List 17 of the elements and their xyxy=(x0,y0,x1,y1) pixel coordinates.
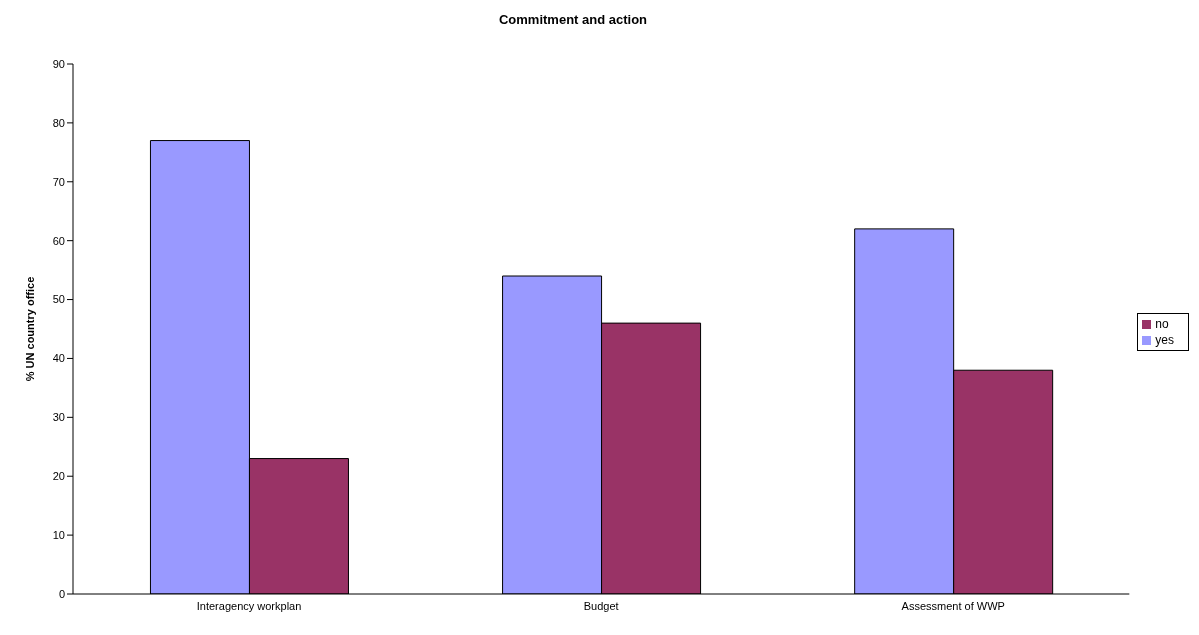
y-tick-label: 30 xyxy=(52,411,65,424)
x-tick-label: Interagency workplan xyxy=(196,599,302,612)
legend-label: yes xyxy=(1155,332,1174,347)
legend-label: no xyxy=(1155,316,1169,331)
y-tick-label: 10 xyxy=(52,529,65,542)
y-axis-title: % UN country office xyxy=(23,276,36,382)
y-tick-label: 80 xyxy=(52,116,65,129)
y-tick-label: 0 xyxy=(58,587,65,600)
y-tick-label: 60 xyxy=(52,234,65,247)
y-tick-label: 90 xyxy=(52,57,65,70)
y-tick-label: 20 xyxy=(52,470,65,483)
x-tick-label: Budget xyxy=(583,599,619,612)
y-tick-label: 50 xyxy=(52,293,65,306)
x-tick-label: Assessment of WWP xyxy=(901,599,1005,612)
y-tick-label: 70 xyxy=(52,175,65,188)
chart-title: Commitment and action xyxy=(497,11,649,29)
y-tick-label: 40 xyxy=(52,352,65,365)
